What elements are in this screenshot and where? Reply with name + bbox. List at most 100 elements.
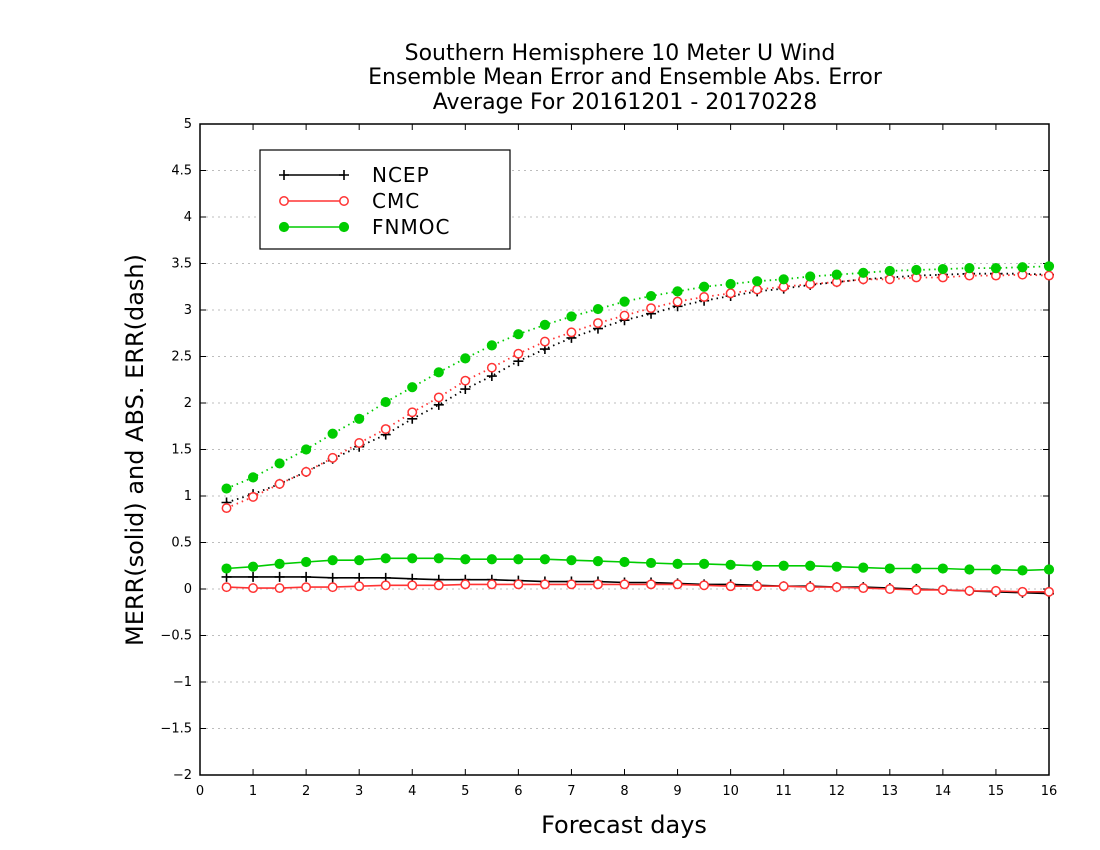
series-line-ncep-abs-err — [226, 272, 1050, 504]
data-point-cmc — [566, 579, 577, 590]
data-point-fnmoc — [221, 483, 232, 494]
data-point-ncep — [486, 371, 497, 382]
x-tick-label: 4 — [408, 784, 416, 799]
data-point-cmc — [593, 579, 603, 590]
data-point-fnmoc — [831, 269, 842, 280]
data-point-cmc — [460, 579, 471, 590]
data-point-cmc — [221, 582, 232, 593]
y-tick-label: 4.5 — [171, 164, 192, 179]
data-point-cmc — [248, 491, 259, 502]
y-tick-label: −1 — [173, 675, 192, 690]
x-tick-label: 8 — [620, 784, 628, 799]
chart-title-line-2: Ensemble Mean Error and Ensemble Abs. Er… — [368, 65, 883, 90]
legend-marker-ncep — [339, 170, 349, 180]
data-point-fnmoc — [486, 340, 497, 351]
data-point-cmc — [354, 581, 365, 592]
data-point-cmc — [380, 580, 391, 591]
data-point-fnmoc — [539, 319, 551, 330]
data-point-fnmoc — [858, 267, 869, 278]
data-point-cmc — [354, 438, 365, 448]
data-point-fnmoc — [1017, 262, 1028, 273]
data-point-cmc — [380, 424, 391, 434]
data-point-fnmoc — [884, 563, 895, 574]
grid — [200, 170, 1049, 729]
data-point-cmc — [752, 581, 763, 592]
data-point-fnmoc — [619, 296, 630, 307]
x-tick-label: 6 — [514, 784, 522, 799]
y-tick-label: 1.5 — [171, 443, 192, 458]
data-point-ncep — [248, 571, 259, 582]
x-tick-label: 10 — [722, 784, 739, 799]
data-point-fnmoc — [990, 263, 1002, 274]
data-point-cmc — [884, 274, 895, 285]
data-point-fnmoc — [327, 555, 338, 566]
data-point-fnmoc — [354, 413, 365, 424]
data-point-fnmoc — [274, 458, 285, 469]
data-point-cmc — [884, 584, 895, 594]
data-point-cmc — [699, 580, 710, 591]
data-point-fnmoc — [752, 560, 763, 571]
data-point-fnmoc — [460, 353, 471, 364]
y-tick-label: 0 — [184, 582, 192, 597]
data-point-fnmoc — [247, 561, 259, 572]
data-point-ncep — [301, 571, 312, 582]
data-point-fnmoc — [380, 553, 391, 564]
x-tick-label: 11 — [775, 784, 792, 799]
legend-marker-cmc — [339, 196, 349, 206]
data-point-cmc — [964, 585, 975, 596]
legend-label-fnmoc: FNMOC — [372, 215, 450, 239]
data-point-fnmoc — [460, 554, 471, 565]
data-point-cmc — [513, 579, 524, 590]
data-point-fnmoc — [805, 560, 816, 571]
series-cmc — [221, 269, 1054, 597]
data-point-fnmoc — [937, 563, 948, 574]
data-point-cmc — [725, 288, 736, 299]
data-point-fnmoc — [247, 472, 259, 483]
data-point-cmc — [327, 452, 338, 463]
data-point-fnmoc — [645, 290, 657, 302]
data-point-fnmoc — [672, 286, 683, 297]
data-point-cmc — [539, 579, 550, 590]
data-point-fnmoc — [1043, 564, 1055, 575]
series-line-ncep-merr — [226, 576, 1050, 595]
data-point-fnmoc — [327, 428, 338, 439]
data-point-cmc — [486, 362, 497, 373]
data-point-cmc — [221, 503, 232, 514]
y-tick-label: 2 — [184, 396, 192, 411]
data-point-cmc — [805, 582, 816, 593]
data-point-cmc — [301, 466, 312, 477]
data-point-cmc — [593, 318, 603, 328]
y-tick-label: 4 — [184, 210, 192, 225]
data-point-fnmoc — [698, 281, 710, 292]
series-fnmoc — [221, 261, 1055, 576]
data-point-fnmoc — [725, 559, 736, 570]
series-line-cmc-merr — [226, 583, 1049, 593]
y-tick-label: 1 — [184, 489, 192, 504]
y-tick-label: 3.5 — [171, 257, 192, 272]
data-point-fnmoc — [858, 562, 869, 573]
data-point-fnmoc — [990, 564, 1002, 575]
data-point-cmc — [539, 336, 550, 347]
series-layer — [221, 261, 1055, 599]
data-point-fnmoc — [1043, 261, 1055, 272]
legend-box — [259, 149, 511, 250]
data-point-fnmoc — [301, 556, 312, 568]
data-point-cmc — [407, 580, 418, 591]
data-point-fnmoc — [380, 396, 391, 408]
legend-label-cmc: CMC — [372, 189, 420, 213]
data-point-fnmoc — [221, 563, 232, 574]
data-point-cmc — [937, 272, 948, 283]
data-point-cmc — [513, 348, 524, 359]
x-tick-label: 1 — [249, 784, 257, 799]
legend-marker-fnmoc — [278, 221, 290, 233]
data-point-fnmoc — [301, 444, 312, 455]
legend-marker-fnmoc — [338, 221, 350, 233]
data-point-cmc — [858, 583, 869, 594]
data-point-ncep — [327, 572, 338, 583]
data-point-cmc — [725, 581, 736, 592]
y-tick-label: −0.5 — [160, 629, 192, 644]
y-tick-label: 5 — [184, 117, 192, 132]
